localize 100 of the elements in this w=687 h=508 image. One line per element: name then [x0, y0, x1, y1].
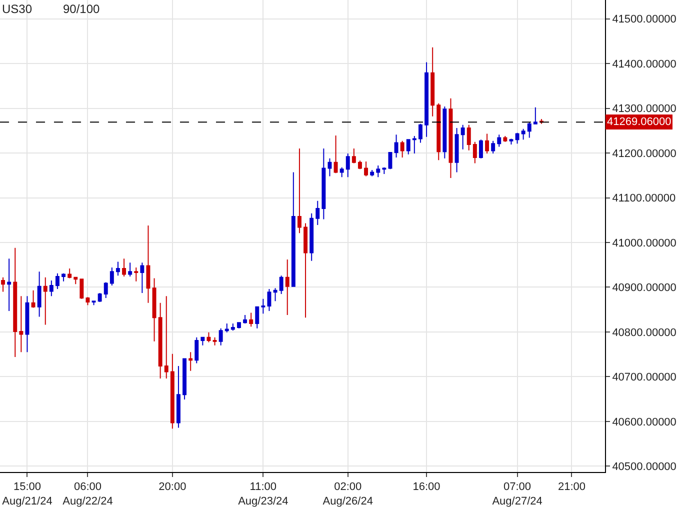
candlestick	[316, 200, 320, 226]
x-tick-label: 16:00	[412, 481, 440, 494]
candlestick	[291, 172, 296, 287]
candlestick	[406, 139, 410, 155]
candlestick	[472, 141, 477, 164]
candlestick	[236, 322, 241, 329]
candlestick	[388, 152, 392, 170]
candlestick	[116, 261, 120, 276]
x-tick-label: 02:00 Aug/26/24	[322, 481, 373, 508]
candlestick	[243, 314, 248, 324]
candlestick	[146, 224, 150, 304]
candlestick	[503, 136, 508, 142]
candlestick	[140, 262, 144, 294]
candlestick	[527, 122, 532, 138]
candlestick	[267, 288, 272, 312]
candlestick	[310, 212, 314, 262]
candlestick	[194, 336, 199, 364]
candlestick	[212, 336, 217, 346]
candlestick	[454, 127, 459, 173]
candlestick	[436, 102, 441, 161]
candlestick	[176, 365, 180, 428]
candlestick	[31, 290, 36, 308]
candlestick	[110, 267, 114, 286]
candlestick	[460, 124, 465, 150]
candlestick	[68, 268, 72, 279]
y-tick-label: 41000.00000	[612, 237, 676, 250]
candlestick	[412, 136, 416, 154]
chart-subtitle: 90/100	[63, 2, 100, 16]
candlestick	[224, 322, 229, 333]
x-tick-label: 15:00 Aug/21/24	[2, 481, 52, 508]
candlestick	[206, 332, 211, 343]
candlestick	[261, 298, 266, 314]
candlestick	[62, 272, 66, 282]
candlestick	[442, 106, 447, 159]
chart-title: US30	[2, 2, 32, 16]
candlestick	[358, 160, 362, 170]
candlestick	[49, 280, 54, 297]
y-tick-label: 41100.00000	[612, 192, 676, 205]
candlestick	[19, 296, 24, 353]
candlestick	[188, 352, 193, 372]
candlestick	[424, 62, 429, 138]
candlestick	[273, 288, 278, 302]
candlestick	[328, 158, 332, 177]
candlestick	[37, 271, 42, 318]
y-tick-label: 41500.00000	[612, 14, 676, 26]
candlestick	[25, 296, 30, 353]
candlestick	[92, 300, 96, 306]
candlestick	[74, 276, 78, 285]
candlestick	[200, 336, 205, 346]
candlestick	[122, 258, 126, 277]
x-tick-label: 20:00	[158, 481, 186, 494]
candlestick	[279, 275, 284, 294]
candlestick	[478, 139, 483, 159]
candlestick	[297, 148, 302, 234]
candlestick	[98, 292, 102, 302]
x-tick-label: 07:00 Aug/27/24	[492, 481, 542, 508]
candlestick	[322, 148, 326, 220]
y-tick-label: 41200.00000	[612, 148, 676, 160]
candlestick	[104, 282, 108, 298]
y-tick-label: 41300.00000	[612, 103, 676, 116]
candlestick	[164, 296, 168, 379]
y-tick-label: 41400.00000	[612, 58, 676, 70]
candlestick	[43, 276, 48, 326]
candlestick	[182, 358, 187, 400]
candlestick	[364, 161, 368, 177]
x-tick-label: 06:00 Aug/22/24	[62, 481, 113, 508]
candlestick	[13, 247, 18, 358]
candlestick	[285, 258, 290, 316]
candlestick	[497, 134, 502, 148]
candlestick	[304, 222, 308, 318]
candlestick	[533, 106, 538, 124]
candlestick	[515, 132, 520, 144]
candlestick	[466, 124, 471, 151]
y-tick-label: 40600.00000	[612, 416, 676, 428]
candlestick	[1, 276, 6, 292]
candlestick	[352, 148, 356, 164]
candlestick	[509, 138, 514, 146]
y-tick-label: 40700.00000	[612, 372, 676, 384]
candlestick	[418, 123, 422, 144]
x-tick-label: 21:00	[558, 481, 586, 494]
candlestick	[448, 98, 453, 179]
candlestick	[152, 278, 156, 342]
candlestick	[370, 170, 374, 177]
candlestick	[491, 140, 496, 154]
candlestick	[7, 258, 12, 312]
candlestick	[80, 278, 84, 300]
candlestick	[394, 134, 398, 158]
candlestick	[382, 166, 386, 175]
candlestick	[255, 306, 260, 329]
candlestick	[134, 267, 138, 282]
candlestick	[376, 165, 380, 178]
ref-line-label: 41269.06000	[607, 116, 672, 128]
y-tick-label: 40500.00000	[612, 461, 676, 474]
candlestick	[230, 322, 235, 332]
candlestick	[86, 296, 90, 306]
candlestick	[485, 133, 490, 154]
candlestick	[128, 262, 132, 277]
candlestick	[346, 152, 350, 178]
y-tick-label: 40800.00000	[612, 326, 676, 339]
candlestick	[170, 353, 174, 430]
